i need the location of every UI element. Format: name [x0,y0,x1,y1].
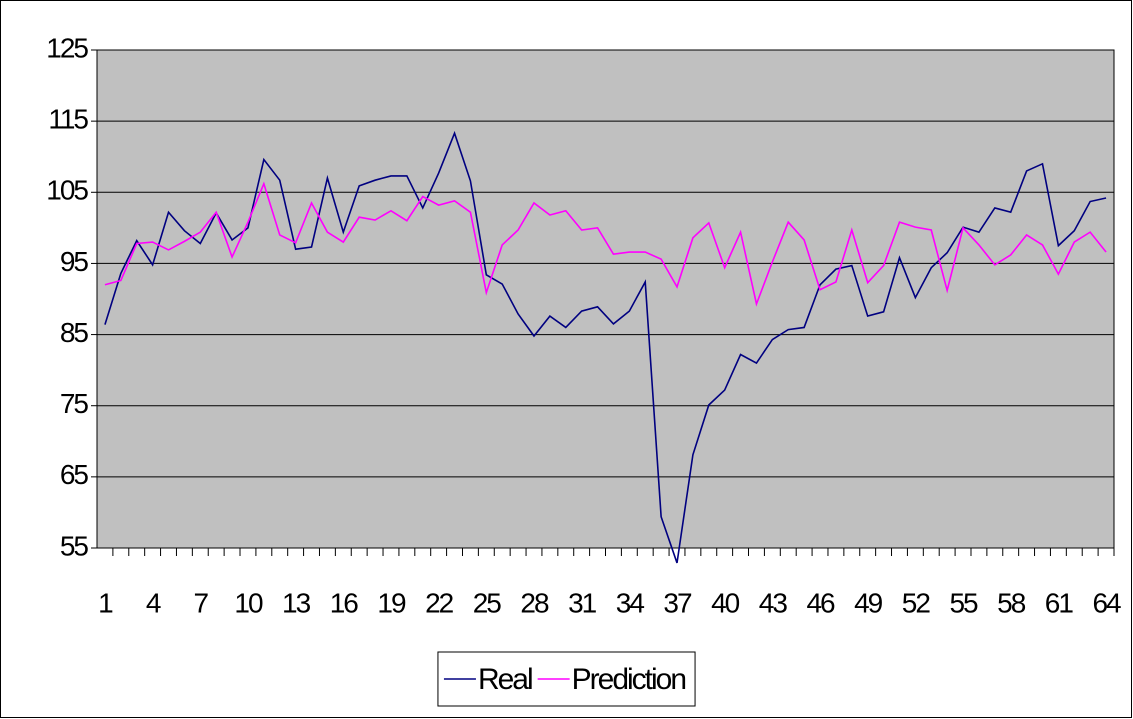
x-tick-label: 61 [1045,587,1074,618]
x-tick-label: 31 [568,587,597,618]
x-tick-label: 52 [902,587,931,618]
x-tick-label: 7 [194,587,209,618]
x-tick-label: 22 [425,587,454,618]
legend: Real Prediction [437,651,696,707]
plot-area [97,50,1114,548]
x-tick-label: 43 [759,587,788,618]
x-tick-label: 4 [146,587,161,618]
x-tick-label: 34 [616,587,645,618]
x-tick-label: 19 [377,587,406,618]
x-tick-label: 55 [949,587,978,618]
x-tick-label: 64 [1092,587,1121,618]
x-tick-label: 25 [473,587,502,618]
y-tick-label: 95 [60,246,89,277]
x-tick-label: 46 [806,587,835,618]
x-tick-label: 49 [854,587,883,618]
x-tick-label: 13 [282,587,311,618]
y-tick-label: 125 [46,32,88,63]
legend-label: Prediction [572,663,686,696]
y-tick-label: 115 [48,104,88,135]
y-tick-label: 105 [46,175,88,206]
x-tick-label: 40 [711,587,740,618]
x-tick-label: 16 [330,587,359,618]
x-tick-label: 10 [234,587,263,618]
x-tick-label: 37 [663,587,692,618]
series-line [104,181,1107,307]
y-tick-label: 75 [60,388,89,419]
y-tick-label: 55 [60,530,89,561]
x-tick-label: 58 [997,587,1026,618]
y-tick-label: 65 [60,459,89,490]
legend-label: Real [478,663,532,696]
x-tick-label: 28 [520,587,549,618]
y-tick-label: 85 [60,317,89,348]
x-tick-label: 1 [98,587,113,618]
